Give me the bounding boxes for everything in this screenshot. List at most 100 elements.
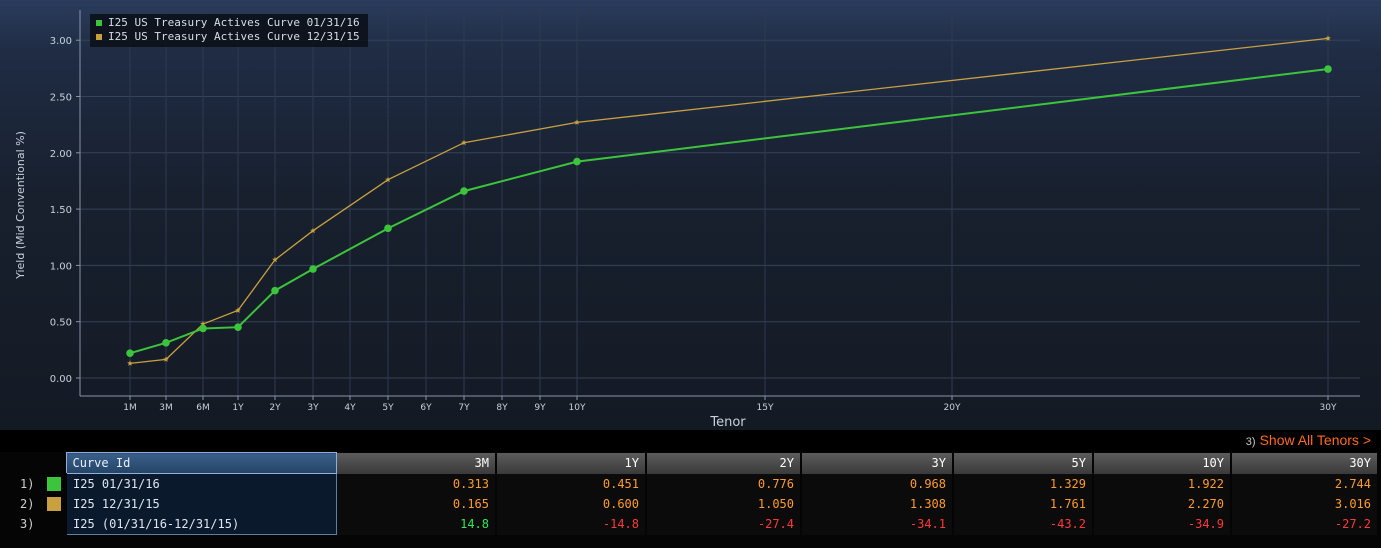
table-row[interactable]: 1) I25 01/31/16 0.313 0.451 0.776 0.968 … <box>18 473 1379 494</box>
cell-5y: -43.2 <box>953 514 1094 535</box>
row-curve-name[interactable]: I25 01/31/16 <box>65 473 337 494</box>
series-2-point <box>1325 35 1331 41</box>
y-tick-label: 0.50 <box>50 318 72 329</box>
series-2-point <box>127 360 133 366</box>
series-1-point <box>126 349 134 358</box>
series-2-point <box>310 227 316 234</box>
y-tick-label: 1.50 <box>50 205 72 216</box>
series-1-point <box>199 324 207 333</box>
cell-5y: 1.329 <box>953 473 1094 494</box>
x-tick-label: 5Y <box>382 403 394 413</box>
chart-legend: I25 US Treasury Actives Curve 01/31/16 I… <box>90 14 368 47</box>
legend-swatch-series-2 <box>96 34 102 40</box>
curve-table: Curve Id 3M 1Y 2Y 3Y 5Y 10Y 30Y 1) I25 0… <box>18 452 1379 535</box>
x-tick-label: 3M <box>159 403 173 413</box>
series-1-point <box>234 323 242 332</box>
row-color-swatch <box>44 473 67 494</box>
series-1-point <box>460 187 468 195</box>
series-line-1 <box>129 68 1329 355</box>
legend-swatch-series-1 <box>96 20 102 26</box>
header-tenor-3m[interactable]: 3M <box>336 452 497 474</box>
series-line-2 <box>129 37 1329 365</box>
x-tick-label: 6M <box>196 403 210 413</box>
x-tick-label: 30Y <box>1320 403 1337 413</box>
row-index[interactable]: 3) <box>18 514 45 535</box>
legend-item-series-2[interactable]: I25 US Treasury Actives Curve 12/31/15 <box>96 30 360 44</box>
x-tick-label: 20Y <box>944 403 961 413</box>
legend-item-series-1[interactable]: I25 US Treasury Actives Curve 01/31/16 <box>96 16 360 30</box>
header-tenor-10y[interactable]: 10Y <box>1093 452 1232 474</box>
x-axis-title: Tenor <box>709 415 746 430</box>
cell-30y: 2.744 <box>1231 473 1379 494</box>
header-spacer <box>18 452 44 474</box>
x-tick-label: 8Y <box>496 403 508 413</box>
x-tick-label: 2Y <box>269 403 281 413</box>
table-row[interactable]: 2) I25 12/31/15 0.165 0.600 1.050 1.308 … <box>18 494 1379 514</box>
header-tenor-1y[interactable]: 1Y <box>496 452 647 474</box>
series-1-point <box>384 224 392 233</box>
show-all-tenors-label: Show All Tenors > <box>1259 432 1371 448</box>
cell-30y: -27.2 <box>1231 514 1379 535</box>
series-2-point <box>200 321 206 327</box>
cell-3y: 0.968 <box>801 473 954 494</box>
legend-label-series-2: I25 US Treasury Actives Curve 12/31/15 <box>108 30 360 43</box>
x-tick-label: 9Y <box>534 403 546 413</box>
header-tenor-5y[interactable]: 5Y <box>953 452 1094 474</box>
show-all-tenors-number: 3) <box>1245 436 1256 448</box>
cell-5y: 1.761 <box>953 494 1094 514</box>
y-tick-label: 2.50 <box>50 93 72 104</box>
x-tick-label: 15Y <box>757 403 774 413</box>
cell-2y: -27.4 <box>646 514 802 535</box>
header-tenor-30y[interactable]: 30Y <box>1231 452 1379 474</box>
cell-2y: 0.776 <box>646 473 802 494</box>
yield-curve-chart: 0.00 0.50 1.00 1.50 2.00 2.50 3.00 1M 3M 6M 1Y 2Y 3Y… <box>14 10 1360 430</box>
series-1-point <box>1324 65 1332 73</box>
row-index[interactable]: 2) <box>18 494 45 514</box>
cell-3m: 0.313 <box>336 473 497 494</box>
x-tick-label: 1M <box>123 403 137 413</box>
series-1-point <box>309 265 317 273</box>
table-row[interactable]: 3) I25 (01/31/16-12/31/15) 14.8 -14.8 -2… <box>18 514 1379 535</box>
header-tenor-2y[interactable]: 2Y <box>646 452 802 474</box>
cell-3m: 14.8 <box>336 514 497 535</box>
y-axis-title: Yield (Mid Conventional %) <box>14 131 27 280</box>
x-tick-label: 1Y <box>232 403 244 413</box>
header-spacer <box>44 452 66 474</box>
cell-1y: 0.600 <box>496 494 647 514</box>
cell-10y: -34.9 <box>1093 514 1232 535</box>
cell-1y: -14.8 <box>496 514 647 535</box>
show-all-tenors-link[interactable]: 3) Show All Tenors > <box>1246 430 1371 450</box>
series-2-point <box>574 119 580 125</box>
y-tick-label: 1.00 <box>50 261 72 272</box>
cell-10y: 1.922 <box>1093 473 1232 494</box>
x-tick-label: 10Y <box>569 403 586 413</box>
x-tick-label: 7Y <box>458 403 470 413</box>
table-header-row: Curve Id 3M 1Y 2Y 3Y 5Y 10Y 30Y <box>18 452 1379 474</box>
cell-3y: 1.308 <box>801 494 954 514</box>
row-color-swatch <box>44 514 67 535</box>
cell-3y: -34.1 <box>801 514 954 535</box>
cell-3m: 0.165 <box>336 494 497 514</box>
x-tick-label: 3Y <box>307 403 319 413</box>
y-tick-label: 3.00 <box>50 36 72 47</box>
curve-table-panel: Curve Id 3M 1Y 2Y 3Y 5Y 10Y 30Y 1) I25 0… <box>0 452 1381 548</box>
legend-label-series-1: I25 US Treasury Actives Curve 01/31/16 <box>108 16 360 29</box>
header-curve-id[interactable]: Curve Id <box>65 452 337 474</box>
row-curve-name[interactable]: I25 12/31/15 <box>65 494 337 514</box>
header-tenor-3y[interactable]: 3Y <box>801 452 954 474</box>
x-tick-label: 6Y <box>420 403 432 413</box>
series-1-point <box>162 338 170 347</box>
cell-30y: 3.016 <box>1231 494 1379 514</box>
series-2-point <box>385 176 391 183</box>
series-2-point <box>272 256 278 263</box>
row-index[interactable]: 1) <box>18 473 45 494</box>
series-2-point <box>235 307 241 313</box>
row-curve-name[interactable]: I25 (01/31/16-12/31/15) <box>65 514 337 535</box>
x-tick-label: 4Y <box>344 403 356 413</box>
series-2-point <box>163 356 169 362</box>
cell-1y: 0.451 <box>496 473 647 494</box>
cell-2y: 1.050 <box>646 494 802 514</box>
series-2-point <box>461 139 467 146</box>
y-tick-label: 2.00 <box>50 149 72 160</box>
chart-panel: 0.00 0.50 1.00 1.50 2.00 2.50 3.00 1M 3M 6M 1Y 2Y 3Y… <box>0 0 1381 430</box>
